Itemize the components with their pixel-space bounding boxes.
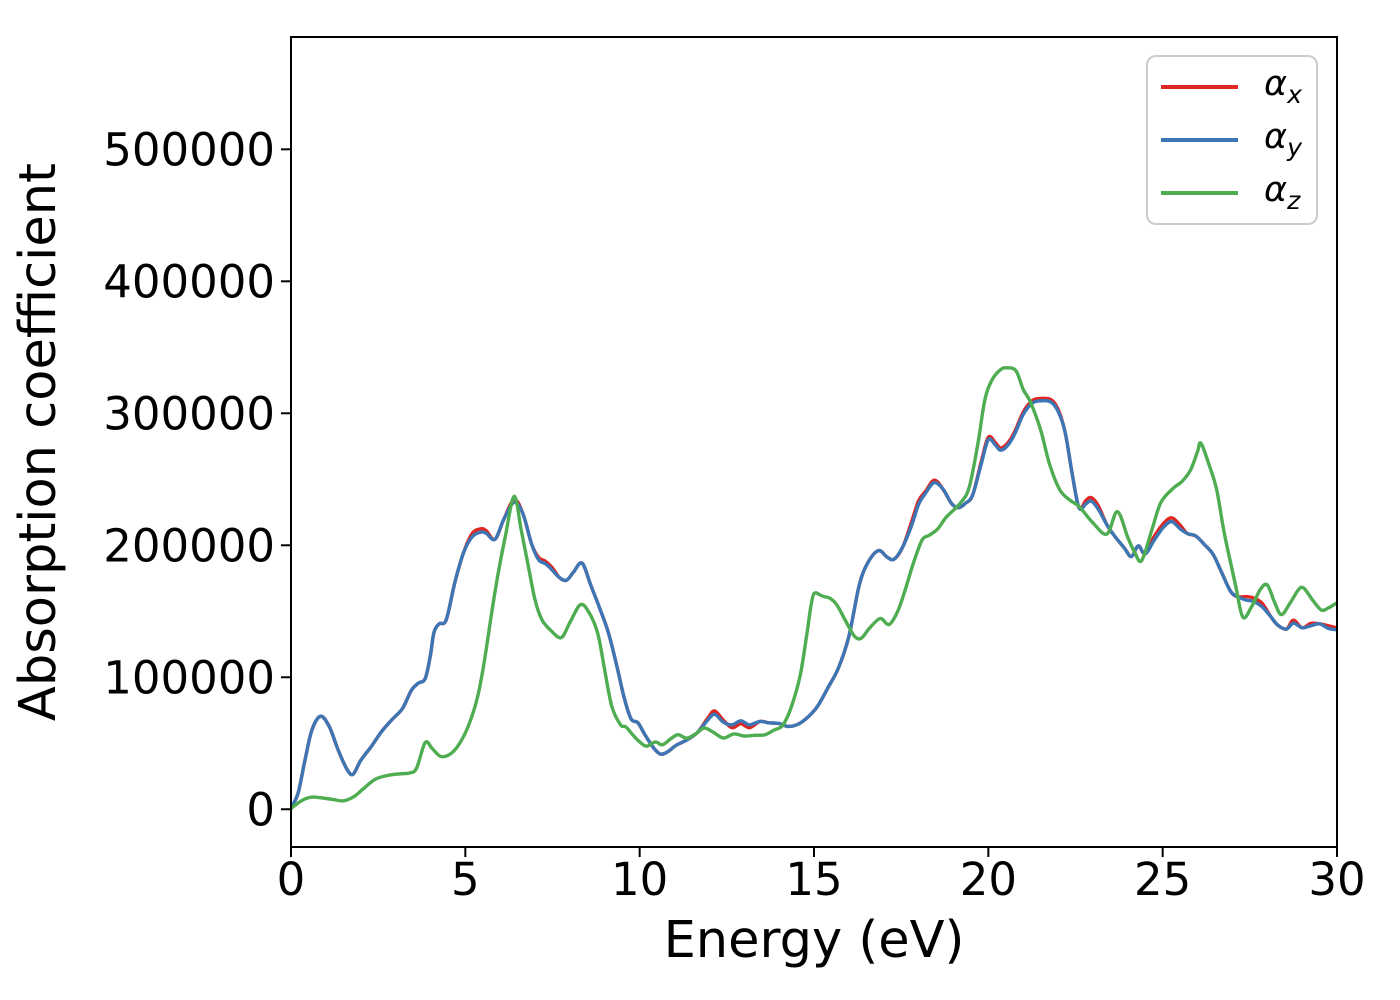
y-axis-title: Absorption coefficient [9,163,68,721]
legend: αx αy αz [1146,55,1318,225]
series-lines [291,365,1337,811]
x-tick-label: 10 [611,853,668,906]
legend-label-alpha-x: αx [1264,64,1302,110]
line-alpha-x [291,396,1337,810]
x-tick-label: 30 [1308,853,1365,906]
legend-symbol: α [1264,116,1288,157]
legend-subscript: y [1287,132,1302,162]
y-tick-label: 400000 [103,256,275,309]
line-alpha-z [291,365,1337,811]
x-tick-label: 5 [451,853,480,906]
y-tick-label: 300000 [103,387,275,440]
legend-label-alpha-z: αz [1264,169,1301,215]
legend-entry-alpha-y: αy [1148,114,1316,166]
x-tick-label: 15 [785,853,842,906]
axes-ticks: 0 5 10 15 20 25 30 0 100000 200000 300000 400000 500… [103,124,1365,906]
legend-line-alpha-x [1161,85,1238,90]
legend-label-alpha-y: αy [1264,116,1302,162]
legend-line-alpha-z [1161,190,1238,195]
x-axis-title: Energy (eV) [664,911,965,970]
y-tick-label: 100000 [103,651,275,704]
y-tick-label: 200000 [103,519,275,572]
legend-subscript: x [1287,80,1302,110]
legend-entry-alpha-z: αz [1148,167,1316,219]
x-tick-label: 20 [960,853,1017,906]
legend-subscript: z [1287,185,1301,215]
legend-line-alpha-y [1161,137,1238,142]
x-tick-label: 25 [1134,853,1191,906]
x-tick-label: 0 [277,853,306,906]
y-tick-label: 500000 [103,124,275,177]
legend-symbol: α [1264,64,1288,105]
y-tick-label: 0 [246,783,275,836]
legend-symbol: α [1264,169,1288,210]
legend-entry-alpha-x: αx [1148,61,1316,113]
line-alpha-y [291,398,1337,810]
